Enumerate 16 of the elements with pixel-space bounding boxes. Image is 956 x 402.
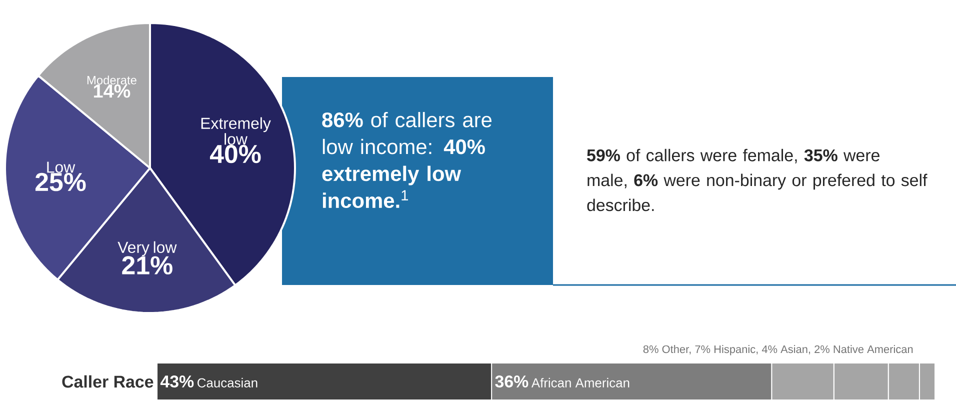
text: Caller Race xyxy=(62,375,154,388)
text: 86% of callers are low income: 40% extremely low income.$^{1}$ xyxy=(322,112,492,208)
text: 59% of callers were female, 35% were male, 6% were non-binary or prefered to self describe. xyxy=(587,148,928,212)
slice-label: Very low xyxy=(118,241,177,256)
slice-label: Moderate xyxy=(87,76,136,84)
data-label: 36% xyxy=(495,375,528,388)
slice-label: Low xyxy=(47,162,76,173)
text: 8% Other, 7% Hispanic, 4% Asian, 2% Native American xyxy=(643,345,913,356)
series-label: Caucasian xyxy=(198,378,258,388)
data-label: 21% xyxy=(122,256,172,274)
data-label: 25% xyxy=(35,172,86,192)
data-label: 14% xyxy=(94,84,130,98)
data-label: 40% xyxy=(210,144,261,164)
slice-label: Extremely low xyxy=(201,117,271,145)
data-label: 43% xyxy=(160,375,194,388)
series-label: African American xyxy=(531,378,630,388)
